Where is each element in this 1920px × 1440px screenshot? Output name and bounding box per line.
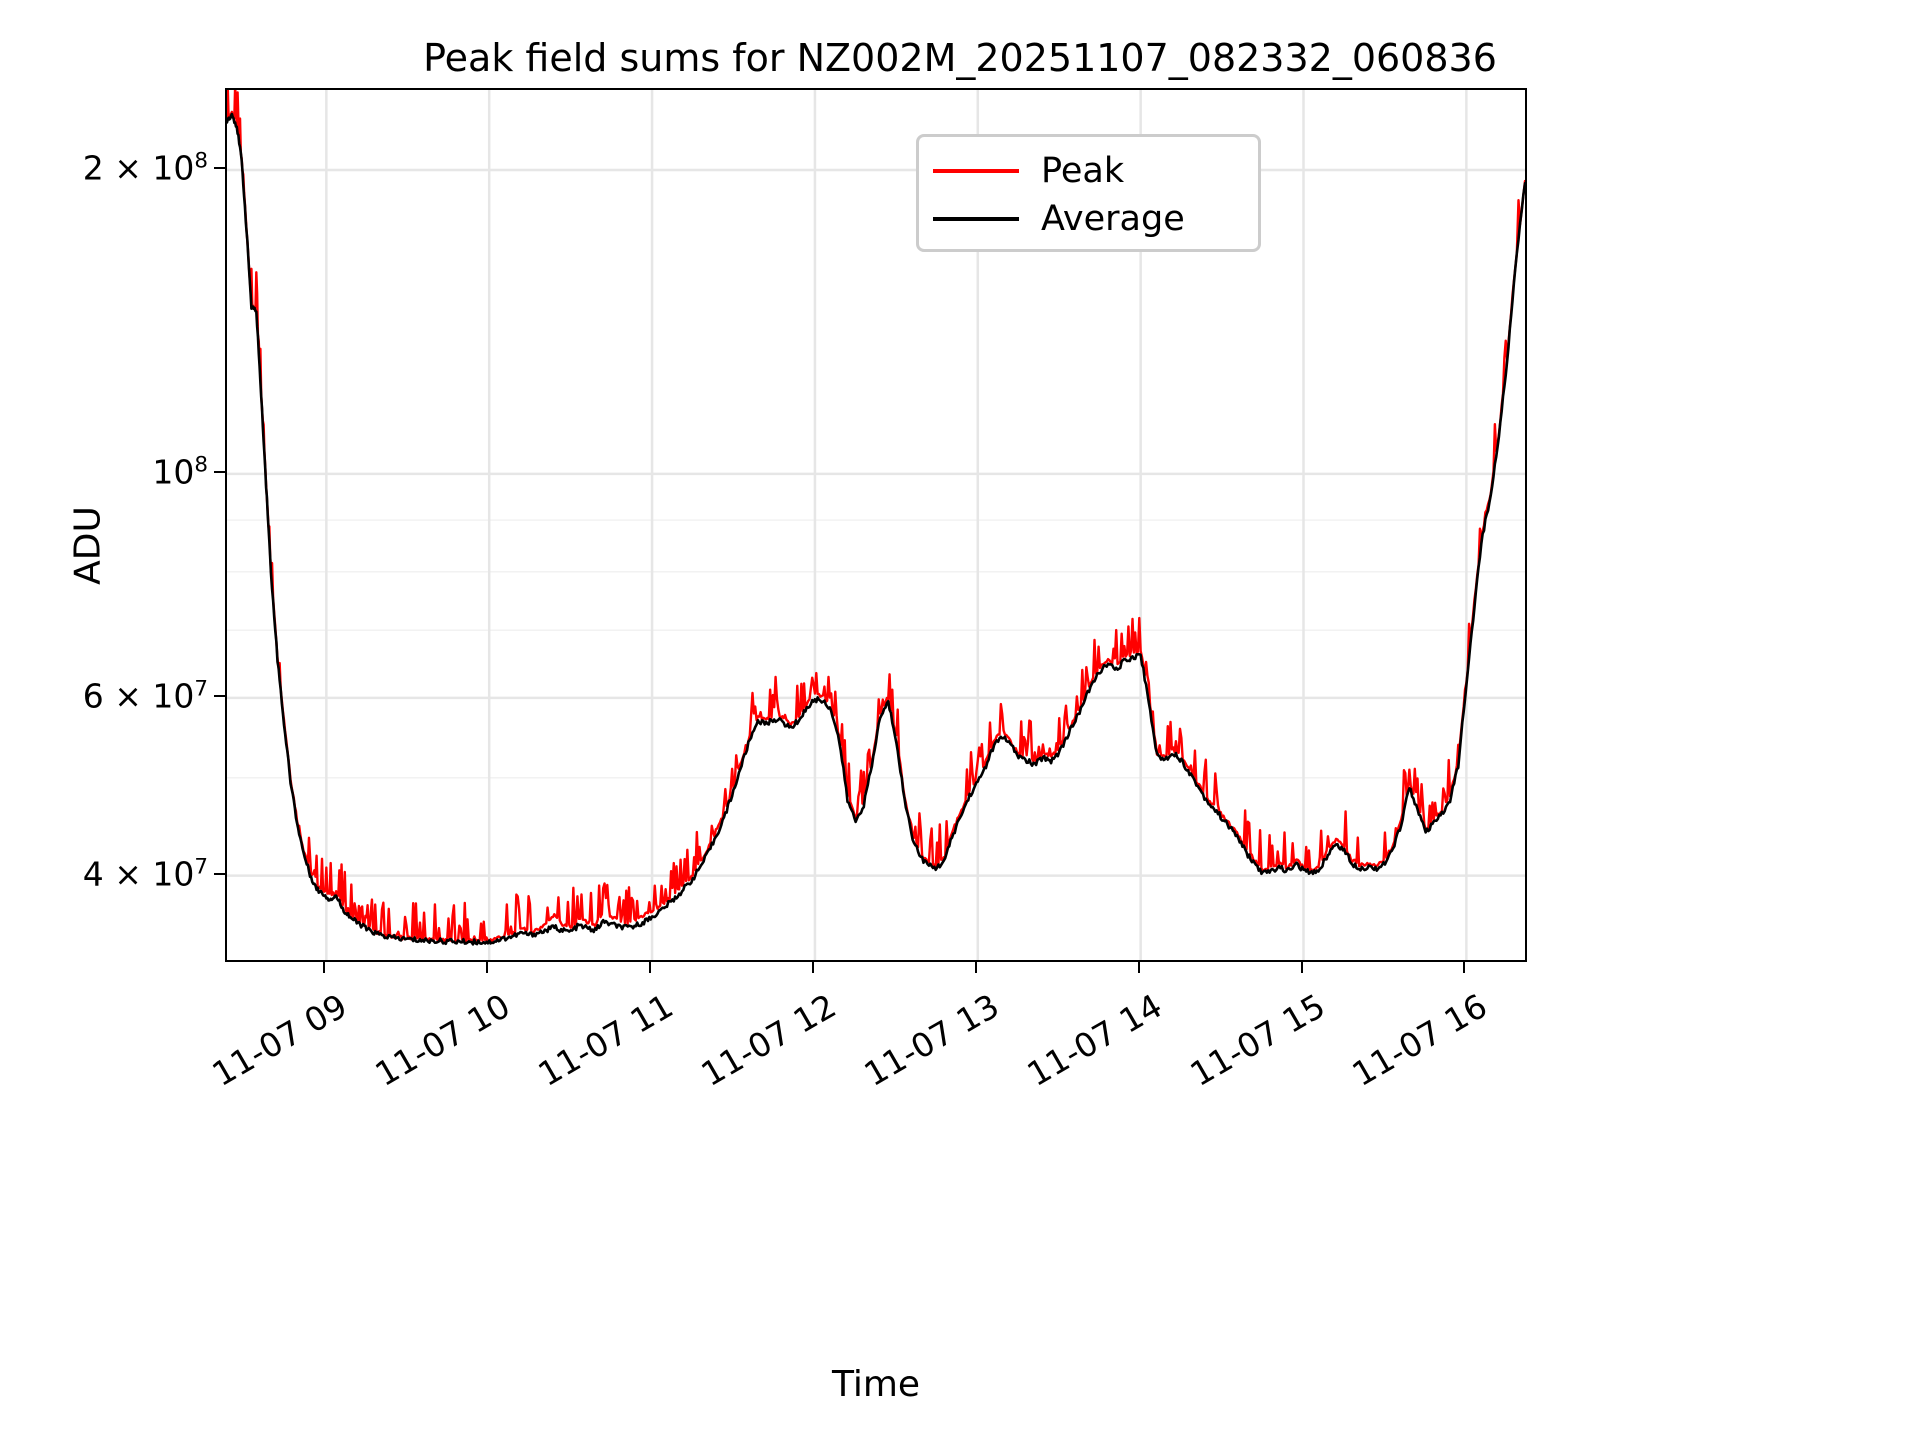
x-axis-tick-label: 11-07 12	[694, 986, 843, 1094]
legend-item-average: Average	[933, 195, 1244, 243]
y-axis-tick-label: 4 × 107	[82, 854, 208, 894]
x-axis-tick-label: 11-07 11	[531, 986, 680, 1094]
y-axis-tick-label: 2 × 108	[82, 148, 208, 188]
y-axis-tick-mark	[214, 872, 225, 875]
x-axis-label: Time	[831, 1364, 921, 1405]
y-axis-tick-label: 108	[152, 452, 208, 492]
x-axis-tick-mark	[1137, 962, 1140, 973]
x-axis-tick-mark	[649, 962, 652, 973]
x-axis-tick-label: 11-07 13	[857, 986, 1006, 1094]
series-line-average	[227, 112, 1525, 946]
legend-label-average: Average	[1041, 198, 1185, 239]
legend-label-peak: Peak	[1041, 150, 1125, 191]
x-axis-tick-mark	[1463, 962, 1466, 973]
chart-title: Peak field sums for NZ002M_20251107_0823…	[423, 36, 1497, 80]
x-axis-tick-mark	[811, 962, 814, 973]
x-axis-tick-mark	[323, 962, 326, 973]
legend-item-peak: Peak	[933, 147, 1244, 195]
x-axis-tick-label: 11-07 14	[1020, 986, 1169, 1094]
y-axis-tick-label: 6 × 107	[82, 676, 208, 716]
plot-area	[225, 88, 1527, 962]
x-axis-tick-label: 11-07 15	[1183, 986, 1331, 1094]
series-line-peak	[227, 90, 1525, 944]
y-axis-tick-mark	[214, 470, 225, 473]
y-axis-tick-mark	[214, 694, 225, 697]
legend-swatch-average	[933, 217, 1019, 221]
y-axis-label: ADU	[67, 506, 109, 585]
x-axis-tick-mark	[486, 962, 489, 973]
x-axis-tick-mark	[1300, 962, 1303, 973]
plot-svg	[227, 90, 1525, 960]
x-axis-tick-label: 11-07 10	[368, 986, 517, 1094]
x-axis-tick-label: 11-07 09	[205, 986, 354, 1094]
legend-swatch-peak	[933, 169, 1019, 173]
chart-legend: Peak Average	[916, 134, 1261, 252]
y-axis-tick-mark	[214, 166, 225, 169]
x-axis-tick-label: 11-07 16	[1345, 986, 1494, 1094]
x-axis-tick-mark	[974, 962, 977, 973]
